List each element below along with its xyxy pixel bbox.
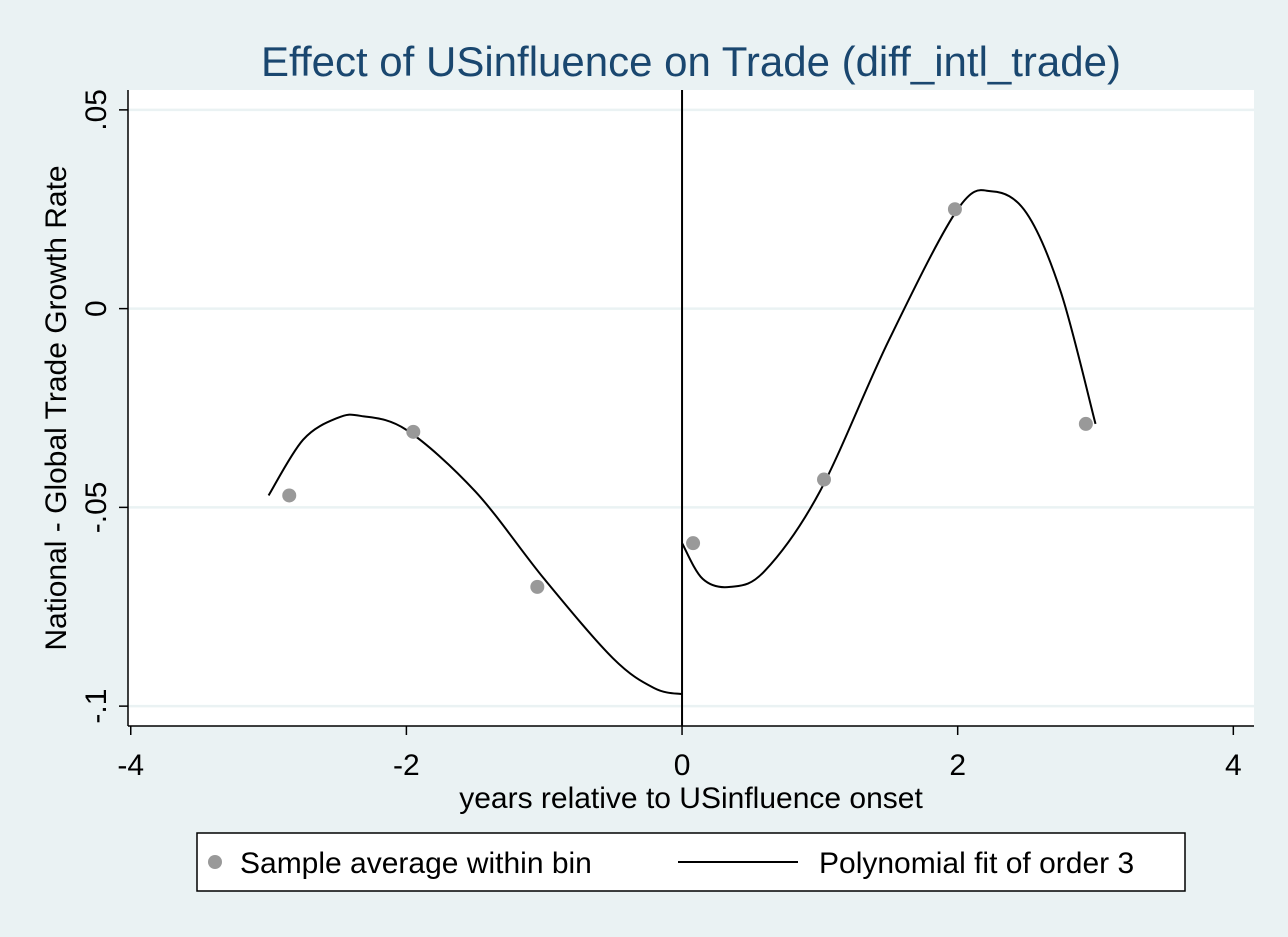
- scatter-point: [947, 202, 962, 217]
- legend-marker-scatter: [208, 855, 222, 869]
- x-tick-label: 0: [674, 749, 691, 782]
- polynomial-fit-line: [267, 413, 683, 696]
- x-axis-label: years relative to USinfluence onset: [459, 782, 923, 815]
- y-tick-label: 0: [80, 300, 113, 317]
- x-tick-label: 4: [1225, 749, 1242, 782]
- fit-lines: [267, 189, 1097, 696]
- plot-area: [128, 90, 1254, 726]
- x-axis-ticks: -4 -2 0 2 4: [117, 726, 1242, 782]
- scatter-point: [406, 424, 421, 439]
- chart-title: Effect of USinfluence on Trade (diff_int…: [261, 38, 1121, 85]
- x-tick-label: -2: [393, 749, 420, 782]
- legend-label-scatter: Sample average within bin: [240, 847, 592, 880]
- y-axis-label: National - Global Trade Growth Rate: [40, 165, 73, 650]
- x-tick-label: -4: [117, 749, 144, 782]
- legend-label-line: Polynomial fit of order 3: [819, 847, 1134, 880]
- x-tick-label: 2: [949, 749, 966, 782]
- scatter-point: [816, 472, 831, 487]
- scatter-point: [1078, 416, 1093, 431]
- scatter-point: [282, 488, 297, 503]
- scatter-points: [282, 202, 1093, 594]
- y-tick-label: -.05: [80, 482, 113, 534]
- polynomial-fit-line: [681, 189, 1097, 589]
- y-tick-label: .05: [80, 89, 113, 131]
- legend: Sample average within bin Polynomial fit…: [196, 832, 1186, 892]
- y-axis-ticks: -.1 -.05 0 .05: [80, 89, 128, 724]
- y-tick-label: -.1: [80, 689, 113, 724]
- scatter-point: [686, 536, 701, 551]
- gridlines: [128, 108, 1254, 708]
- scatter-point: [530, 579, 545, 594]
